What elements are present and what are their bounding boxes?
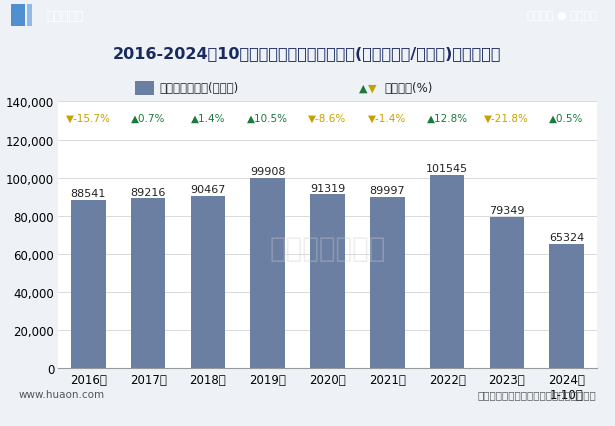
Text: ▼-1.4%: ▼-1.4% [368,113,407,123]
Text: 数据来源：中国海关，华经产业研究院整理: 数据来源：中国海关，华经产业研究院整理 [478,389,597,399]
Bar [191,196,225,368]
Bar [310,195,345,368]
Text: 99908: 99908 [250,167,285,177]
Text: ▼: ▼ [368,83,376,93]
Bar [71,200,106,368]
Text: 88541: 88541 [71,188,106,199]
Text: www.huaon.com: www.huaon.com [18,389,105,399]
Text: 华经产业研究院: 华经产业研究院 [269,235,386,263]
Bar [250,178,285,368]
Text: 89216: 89216 [130,187,166,197]
Text: ▲0.5%: ▲0.5% [549,113,584,123]
Text: ▲12.8%: ▲12.8% [427,113,467,123]
Text: 2016-2024年10月大连市高新技术产业园区(境内目的地/货源地)进出口总额: 2016-2024年10月大连市高新技术产业园区(境内目的地/货源地)进出口总额 [113,46,502,61]
Text: 90467: 90467 [190,185,226,195]
Text: 华经情报网: 华经情报网 [46,9,84,23]
Text: ▲0.7%: ▲0.7% [131,113,165,123]
Text: ▲: ▲ [359,83,367,93]
Text: 专业严谨 ● 客观科学: 专业严谨 ● 客观科学 [527,11,597,21]
Bar [11,5,25,27]
Text: ▼-21.8%: ▼-21.8% [485,113,530,123]
Bar [549,244,584,368]
Bar [27,5,32,27]
Bar [490,218,524,368]
Bar [370,197,405,368]
Bar [430,176,464,368]
Text: ▲1.4%: ▲1.4% [191,113,225,123]
Text: ▲10.5%: ▲10.5% [247,113,288,123]
Bar [135,81,154,95]
Text: ▼-8.6%: ▼-8.6% [308,113,347,123]
Text: 89997: 89997 [370,186,405,196]
Text: ▼-15.7%: ▼-15.7% [66,113,111,123]
Text: 79349: 79349 [489,206,525,216]
Bar [131,199,165,368]
Text: 101545: 101545 [426,164,468,174]
Text: 65324: 65324 [549,233,584,242]
Text: 同比增长(%): 同比增长(%) [384,82,433,95]
Text: 91319: 91319 [310,183,345,193]
Text: 累计进出口总额(万美元): 累计进出口总额(万美元) [160,82,239,95]
